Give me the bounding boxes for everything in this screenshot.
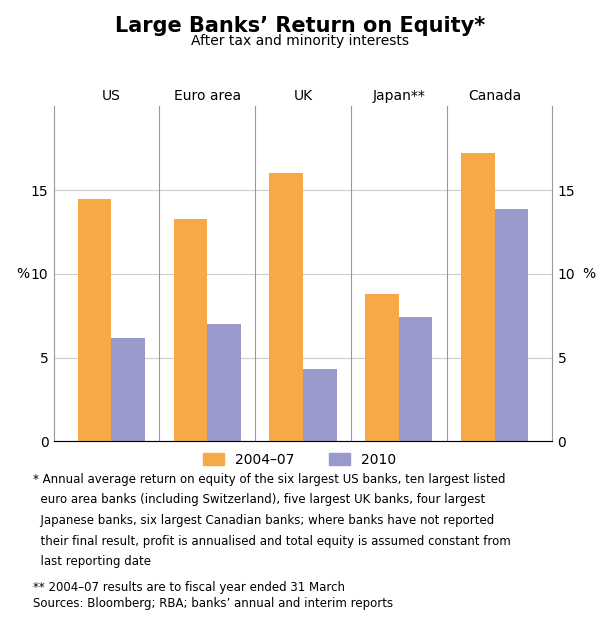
Bar bbox=[461, 153, 494, 441]
Text: euro area banks (including Switzerland), five largest UK banks, four largest: euro area banks (including Switzerland),… bbox=[33, 493, 485, 506]
Text: US: US bbox=[102, 90, 121, 103]
Bar bbox=[303, 369, 337, 441]
Text: ** 2004–07 results are to fiscal year ended 31 March: ** 2004–07 results are to fiscal year en… bbox=[33, 581, 345, 594]
Y-axis label: %: % bbox=[16, 267, 29, 281]
Bar bbox=[399, 317, 432, 441]
Text: UK: UK bbox=[293, 90, 313, 103]
Text: Japan**: Japan** bbox=[373, 90, 425, 103]
Bar bbox=[207, 324, 241, 441]
Bar bbox=[174, 218, 207, 441]
Text: their final result, profit is annualised and total equity is assumed constant fr: their final result, profit is annualised… bbox=[33, 535, 511, 548]
Bar bbox=[365, 294, 399, 441]
Bar bbox=[78, 198, 112, 441]
Y-axis label: %: % bbox=[583, 267, 596, 281]
Text: Japanese banks, six largest Canadian banks; where banks have not reported: Japanese banks, six largest Canadian ban… bbox=[33, 514, 494, 527]
Bar bbox=[112, 337, 145, 441]
Text: Canada: Canada bbox=[468, 90, 521, 103]
Bar bbox=[494, 208, 528, 441]
Text: last reporting date: last reporting date bbox=[33, 555, 151, 568]
Text: After tax and minority interests: After tax and minority interests bbox=[191, 34, 409, 48]
Legend: 2004–07, 2010: 2004–07, 2010 bbox=[203, 453, 397, 466]
Text: Sources: Bloomberg; RBA; banks’ annual and interim reports: Sources: Bloomberg; RBA; banks’ annual a… bbox=[33, 597, 393, 610]
Text: * Annual average return on equity of the six largest US banks, ten largest liste: * Annual average return on equity of the… bbox=[33, 473, 505, 486]
Text: Large Banks’ Return on Equity*: Large Banks’ Return on Equity* bbox=[115, 16, 485, 36]
Bar bbox=[269, 173, 303, 441]
Text: Euro area: Euro area bbox=[173, 90, 241, 103]
